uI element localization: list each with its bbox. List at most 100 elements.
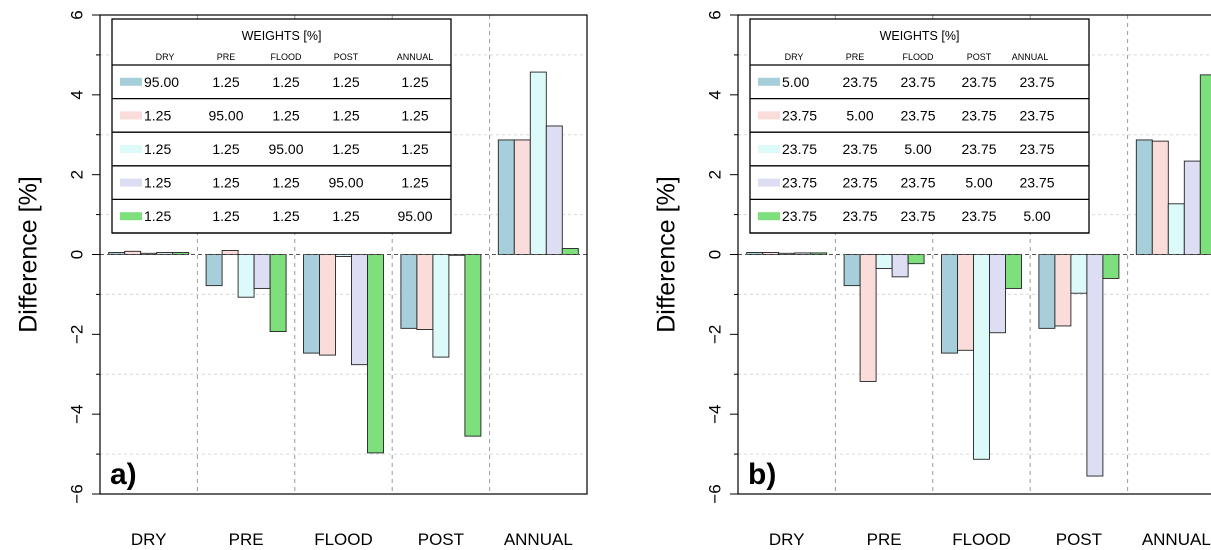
y-tick-label: 2: [67, 170, 86, 179]
table-cell: 5.00: [1023, 208, 1050, 224]
table-cell: 23.75: [842, 141, 877, 157]
table-cell: 1.25: [272, 175, 299, 191]
table-cell: 23.75: [782, 107, 817, 123]
table-swatch: [120, 145, 142, 153]
table-swatch: [758, 212, 780, 221]
y-tick-label: −6: [67, 484, 86, 503]
bar-series-3-pre: [237, 254, 255, 298]
table-cell: 1.25: [332, 141, 359, 157]
bar-series-1-pre: [843, 254, 861, 287]
x-tick-label: DRY: [769, 530, 805, 549]
bar-series-5-pre: [269, 254, 287, 332]
table-title: WEIGHTS [%]: [880, 29, 960, 43]
table-cell: 1.25: [212, 74, 239, 90]
table-cell: 23.75: [961, 107, 996, 123]
weights-table: WEIGHTS [%] DRY PRE FLOOD POST ANNUAL 95.00 1.2…: [111, 18, 452, 234]
bar-series-1-flood: [941, 254, 958, 354]
x-tick-label: POST: [418, 530, 464, 549]
table-cell: 23.75: [1019, 141, 1054, 157]
table-cell: 1.25: [401, 175, 428, 191]
bar-series-5-annual: [561, 248, 579, 255]
x-tick-label: PRE: [867, 530, 902, 549]
table-header: ANNUAL: [397, 52, 434, 62]
bar-series-2-post: [416, 254, 434, 330]
table-header: PRE: [846, 52, 865, 62]
table-swatch: [758, 178, 780, 187]
bar-series-3-flood: [335, 254, 352, 257]
table-cell: 23.75: [900, 208, 935, 224]
bar-series-1-annual: [497, 139, 515, 255]
bar-series-4-flood: [989, 254, 1006, 334]
y-tick-label: −2: [67, 325, 86, 344]
table-cell: 1.25: [144, 141, 171, 157]
table-header: POST: [967, 52, 992, 62]
y-tick-label: 0: [705, 250, 724, 259]
bar-series-4-flood: [351, 254, 368, 366]
panel-label: b): [748, 458, 776, 491]
bar-series-2-flood: [319, 254, 336, 356]
bar-series-1-post: [400, 254, 418, 329]
table-swatch: [120, 111, 142, 120]
bar-series-4-annual: [1183, 160, 1201, 255]
table-cell: 1.25: [272, 208, 299, 224]
table-swatch: [758, 111, 780, 120]
table-swatch: [120, 212, 142, 221]
x-tick-label: FLOOD: [952, 530, 1011, 549]
table-cell: 23.75: [782, 208, 817, 224]
weights-table: WEIGHTS [%] DRY PRE FLOOD POST ANNUAL 5.00 23.7…: [749, 18, 1090, 234]
bar-series-5-annual: [1199, 74, 1211, 255]
bar-series-5-post: [1102, 254, 1120, 279]
x-tick-label: PRE: [229, 530, 264, 549]
y-tick-label: 6: [67, 10, 86, 19]
table-header: POST: [334, 52, 359, 62]
x-tick-label: DRY: [131, 530, 167, 549]
table-cell: 5.00: [965, 175, 992, 191]
bar-series-2-annual: [513, 139, 531, 255]
y-tick-label: −4: [67, 404, 86, 423]
table-cell: 1.25: [212, 208, 239, 224]
y-tick-label: 6: [705, 10, 724, 19]
table-cell: 1.25: [144, 208, 171, 224]
table-cell: 95.00: [397, 208, 432, 224]
table-cell: 1.25: [272, 107, 299, 123]
x-tick-label: ANNUAL: [1142, 530, 1211, 549]
table-cell: 95.00: [144, 74, 179, 90]
table-cell: 1.25: [332, 74, 359, 90]
table-frame: [749, 18, 1090, 234]
table-cell: 23.75: [961, 208, 996, 224]
table-header: DRY: [156, 52, 175, 62]
y-axis-label: Difference [%]: [653, 176, 681, 333]
table-title: WEIGHTS [%]: [242, 29, 322, 43]
table-cell: 1.25: [272, 74, 299, 90]
table-header: ANNUAL: [1012, 52, 1049, 62]
bar-series-3-annual: [529, 71, 547, 255]
x-tick-label: POST: [1056, 530, 1102, 549]
x-tick-label: FLOOD: [314, 530, 373, 549]
table-cell: 1.25: [144, 175, 171, 191]
table-header: FLOOD: [270, 52, 302, 62]
table-cell: 23.75: [900, 175, 935, 191]
table-swatch: [120, 77, 142, 86]
bar-series-2-pre: [859, 254, 877, 382]
bar-series-1-annual: [1135, 139, 1153, 255]
table-cell: 5.00: [782, 74, 809, 90]
table-cell: 23.75: [1019, 175, 1054, 191]
bar-series-4-post: [1086, 254, 1104, 477]
table-cell: 1.25: [144, 107, 171, 123]
table-cell: 95.00: [268, 141, 303, 157]
table-frame: [111, 18, 452, 234]
panel-label: a): [110, 458, 137, 491]
bar-series-5-pre: [907, 254, 925, 265]
table-cell: 95.00: [208, 107, 243, 123]
y-tick-label: 0: [67, 250, 86, 259]
table-cell: 23.75: [842, 208, 877, 224]
bar-series-3-annual: [1167, 203, 1185, 255]
table-cell: 1.25: [212, 175, 239, 191]
table-header: PRE: [217, 52, 236, 62]
x-tick-label: ANNUAL: [504, 530, 573, 549]
bar-series-4-pre: [253, 254, 271, 289]
table-cell: 23.75: [961, 74, 996, 90]
table-cell: 23.75: [900, 74, 935, 90]
chart-panel-b: 6 4 2 0 −2 −4 −6 Difference [%] DRY PRE FLOOD POST A…: [653, 10, 1211, 549]
